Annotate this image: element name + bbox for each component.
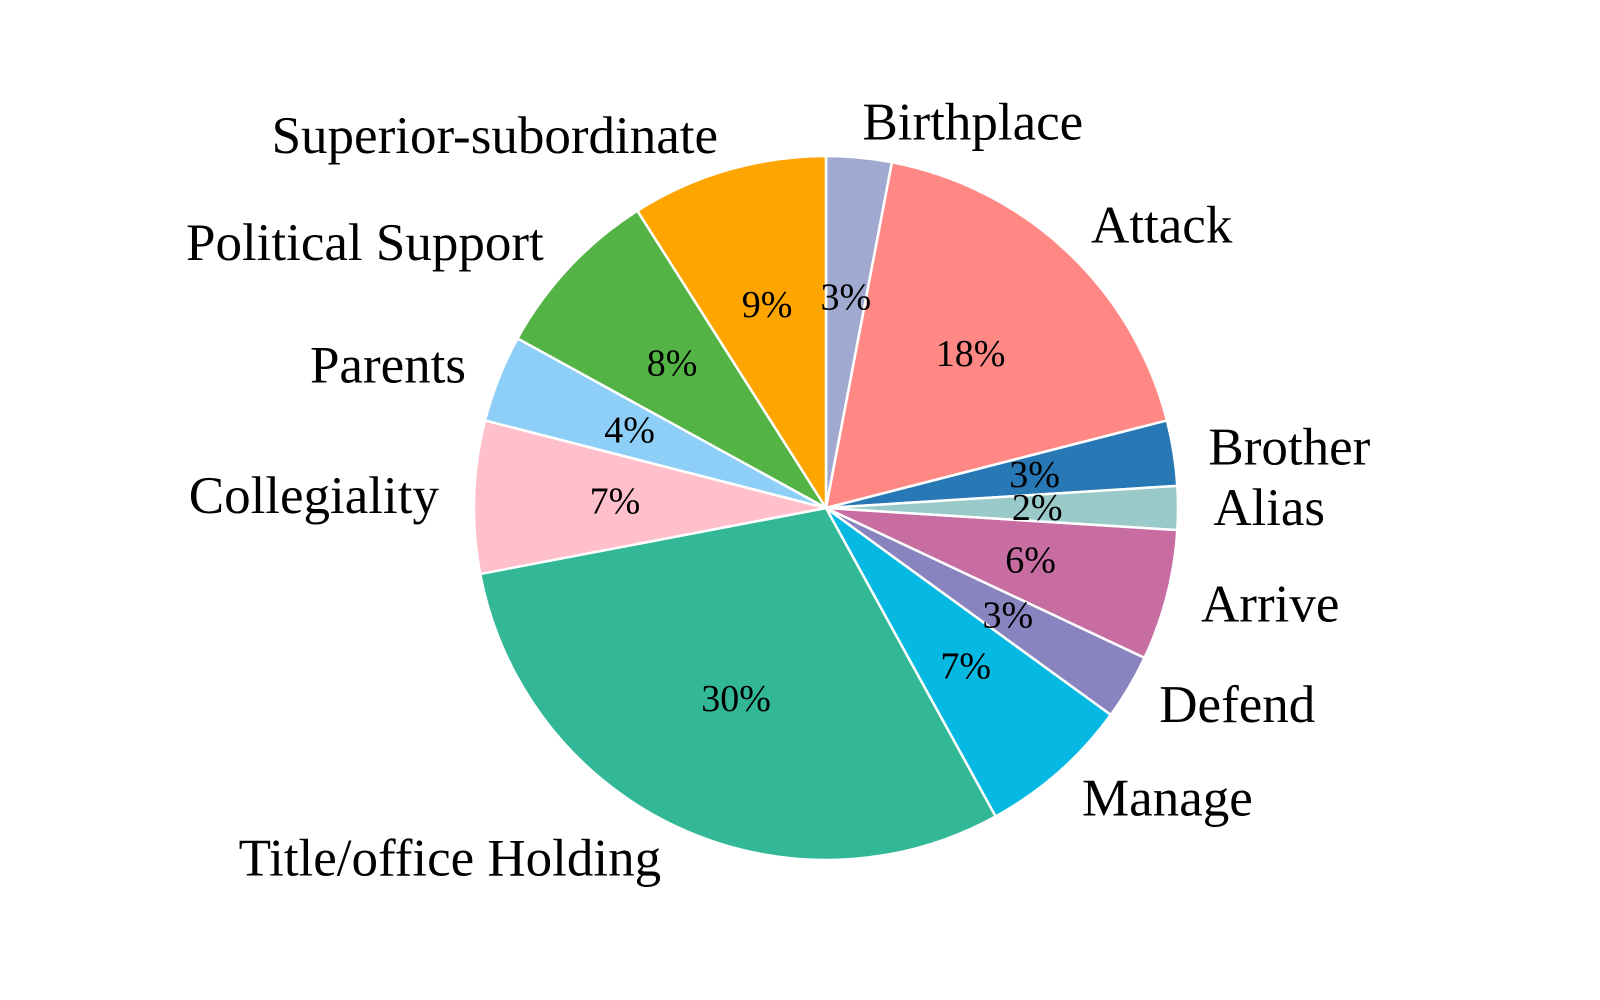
pie-slice-superior-subordinate: [636, 154, 828, 510]
slice-name-parents: Parents: [310, 336, 466, 394]
slice-name-collegiality: Collegiality: [189, 467, 440, 525]
slice-name-alias: Alias: [1213, 479, 1325, 537]
pie-slice-attack: [824, 160, 1169, 510]
slice-name-arrive: Arrive: [1201, 575, 1339, 633]
slice-name-political-support: Political Support: [186, 214, 544, 272]
percent-label-collegiality: 7%: [590, 480, 641, 522]
percent-label-alias: 2%: [1012, 487, 1063, 529]
percent-label-title-office-holding: 30%: [701, 678, 771, 720]
percent-label-attack: 18%: [936, 333, 1006, 375]
pie-slice-political-support: [516, 209, 828, 510]
percent-label-brother: 3%: [1009, 454, 1060, 496]
pie-slice-collegiality: [472, 419, 828, 576]
slice-name-superior-subordinate: Superior-subordinate: [272, 107, 718, 165]
slices-layer: [472, 154, 1180, 862]
slice-name-birthplace: Birthplace: [862, 94, 1083, 152]
percent-label-manage: 7%: [940, 645, 991, 687]
percent-label-arrive: 6%: [1005, 540, 1056, 582]
percent-label-superior-subordinate: 9%: [742, 284, 793, 326]
slice-name-brother: Brother: [1208, 418, 1370, 476]
pie-slice-arrive: [824, 506, 1179, 660]
percent-label-birthplace: 3%: [821, 277, 872, 319]
slice-name-manage: Manage: [1082, 769, 1253, 827]
percent-label-defend: 3%: [982, 595, 1033, 637]
pie-slice-title-office-holding: [478, 506, 997, 862]
percent-labels-layer: 3%18%3%2%6%3%7%30%7%4%8%9%: [590, 277, 1063, 720]
percent-label-parents: 4%: [604, 409, 655, 451]
pie-slice-manage: [824, 506, 1113, 818]
slice-name-defend: Defend: [1159, 676, 1315, 734]
percent-label-political-support: 8%: [647, 342, 698, 384]
slice-name-title-office-holding: Title/office Holding: [239, 829, 662, 887]
slice-name-attack: Attack: [1091, 197, 1233, 255]
